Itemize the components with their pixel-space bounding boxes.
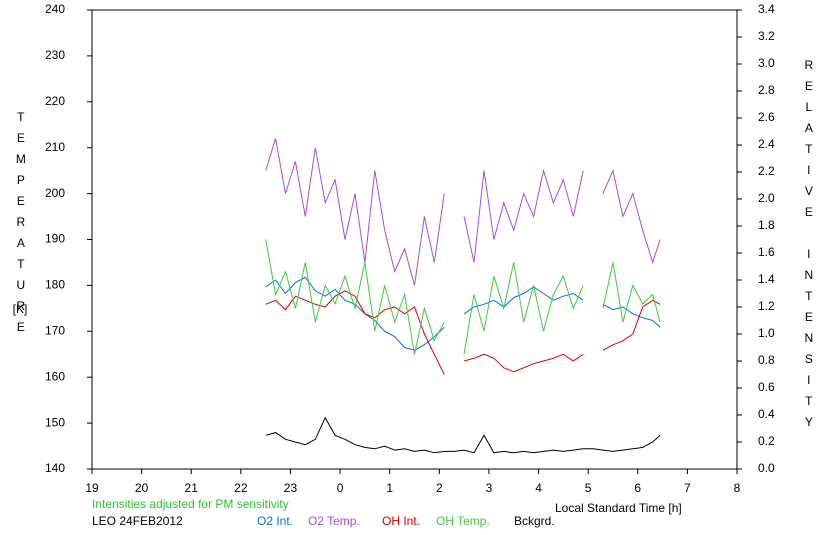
y2-tick-label: 1.6 <box>758 245 775 259</box>
annotation: LEO 24FEB2012 <box>92 514 183 528</box>
legend-entry: OH Int. <box>382 514 420 528</box>
y-tick-label: 170 <box>45 323 65 337</box>
y2-tick-label: 0.0 <box>758 461 775 475</box>
x-tick-label: 23 <box>284 481 298 495</box>
series-line <box>265 290 661 375</box>
x-tick-label: 0 <box>337 481 344 495</box>
y-axis-unit: [K] <box>13 302 28 316</box>
series-line <box>265 276 661 351</box>
y2-tick-label: 3.0 <box>758 56 775 70</box>
x-tick-label: 1 <box>386 481 393 495</box>
y2-tick-label: 2.4 <box>758 137 775 151</box>
x-tick-label: 5 <box>585 481 592 495</box>
y-tick-label: 230 <box>45 48 65 62</box>
y2-tick-label: 1.8 <box>758 218 775 232</box>
y2-tick-label: 1.2 <box>758 299 775 313</box>
y-axis-label: TEMPERATURE <box>14 110 28 341</box>
y2-tick-label: 0.8 <box>758 353 775 367</box>
y2-tick-label: 0.6 <box>758 380 775 394</box>
y2-tick-label: 2.2 <box>758 164 775 178</box>
x-tick-label: 7 <box>684 481 691 495</box>
y-tick-label: 220 <box>45 94 65 108</box>
plot-frame <box>91 9 738 470</box>
y-tick-label: 240 <box>45 2 65 16</box>
x-axis-label: Local Standard Time [h] <box>555 501 682 515</box>
x-tick-label: 19 <box>85 481 99 495</box>
y-tick-label: 150 <box>45 415 65 429</box>
legend-entry: O2 Int. <box>257 514 293 528</box>
y-tick-label: 160 <box>45 369 65 383</box>
annotation: Intensities adjusted for PM sensitivity <box>92 497 289 511</box>
y-tick-label: 140 <box>45 461 65 475</box>
x-tick-label: 6 <box>634 481 641 495</box>
legend-entry: Bckgrd. <box>514 514 555 528</box>
x-tick-label: 3 <box>486 481 493 495</box>
y2-tick-label: 3.2 <box>758 29 775 43</box>
series-line <box>265 416 661 454</box>
y2-tick-label: 1.0 <box>758 326 775 340</box>
y2-axis-label: RELATIVE INTENSITY <box>802 58 816 436</box>
x-tick-label: 20 <box>135 481 149 495</box>
y2-tick-label: 3.4 <box>758 2 775 16</box>
y-tick-label: 180 <box>45 278 65 292</box>
x-tick-label: 22 <box>234 481 248 495</box>
legend-entry: O2 Temp. <box>308 514 360 528</box>
y-tick-label: 190 <box>45 232 65 246</box>
y-tick-label: 210 <box>45 140 65 154</box>
series-line <box>265 239 661 355</box>
y2-tick-label: 2.8 <box>758 83 775 97</box>
y2-tick-label: 1.4 <box>758 272 775 286</box>
x-tick-label: 8 <box>734 481 741 495</box>
series-line <box>265 138 661 286</box>
x-tick-label: 2 <box>436 481 443 495</box>
x-tick-label: 4 <box>535 481 542 495</box>
legend-entry: OH Temp. <box>436 514 490 528</box>
y2-tick-label: 2.6 <box>758 110 775 124</box>
y2-tick-label: 0.2 <box>758 434 775 448</box>
x-tick-label: 21 <box>185 481 199 495</box>
y2-tick-label: 2.0 <box>758 191 775 205</box>
y-tick-label: 200 <box>45 186 65 200</box>
y2-tick-label: 0.4 <box>758 407 775 421</box>
